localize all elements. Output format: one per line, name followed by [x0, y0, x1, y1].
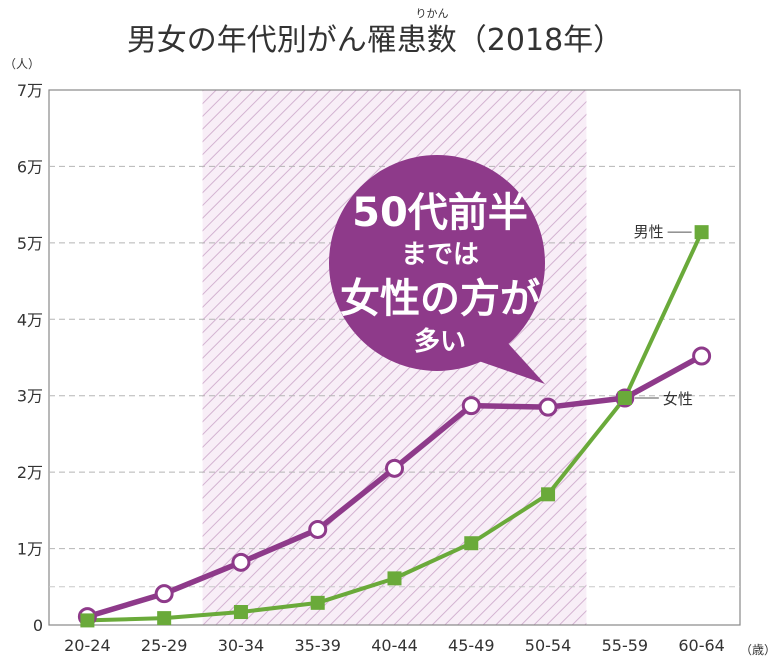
data-point	[154, 584, 174, 604]
data-point	[308, 519, 328, 539]
bubble-text: 50代前半	[352, 190, 528, 236]
data-point	[464, 536, 479, 551]
x-tick-label: 50-54	[525, 636, 572, 655]
data-point	[80, 613, 95, 628]
x-tick-label: 55-59	[602, 636, 649, 655]
data-point	[233, 605, 248, 620]
y-tick-label: 6万	[17, 157, 43, 176]
x-axis-unit: （歳）	[740, 643, 776, 657]
data-point	[694, 225, 709, 240]
series-label: 男性	[634, 223, 664, 241]
y-tick-label: 7万	[17, 81, 43, 100]
data-point	[231, 552, 251, 572]
y-tick-label: 2万	[17, 463, 43, 482]
y-axis-unit: （人）	[4, 57, 40, 71]
data-point	[541, 487, 556, 502]
x-tick-label: 35-39	[294, 636, 341, 655]
y-tick-label: 3万	[17, 387, 43, 406]
bubble-text: 女性の方が	[340, 276, 540, 322]
data-point	[385, 458, 404, 478]
y-tick-label: 5万	[17, 234, 43, 253]
data-point	[157, 611, 172, 626]
title-ruby: りかん	[416, 7, 449, 20]
data-point	[461, 396, 481, 416]
x-tick-label: 60-64	[678, 636, 725, 655]
x-tick-label: 25-29	[141, 636, 188, 655]
data-point	[538, 397, 558, 417]
x-tick-label: 45-49	[448, 636, 495, 655]
data-point	[310, 595, 325, 610]
y-tick-label: 0	[33, 616, 43, 635]
plot-frame	[48, 89, 741, 626]
x-tick-label: 40-44	[371, 636, 418, 655]
bubble-circle	[329, 155, 545, 371]
chart-title: 男女の年代別がん罹患数（2018年）	[127, 23, 623, 58]
y-tick-label: 4万	[17, 310, 43, 329]
data-point	[692, 346, 712, 366]
data-point	[617, 391, 632, 406]
series-label: 女性	[663, 390, 693, 408]
bubble-text: までは	[401, 240, 479, 270]
data-point	[387, 571, 402, 586]
x-tick-label: 20-24	[64, 636, 111, 655]
x-tick-label: 30-34	[218, 636, 265, 655]
plot-area: 0 1万 2万 3万 4万 5万 6万 7万 20-24 25-29 30-34 35-39 40-44…	[17, 81, 741, 655]
y-tick-label: 1万	[17, 540, 43, 559]
bubble-text: 多い	[414, 327, 466, 357]
